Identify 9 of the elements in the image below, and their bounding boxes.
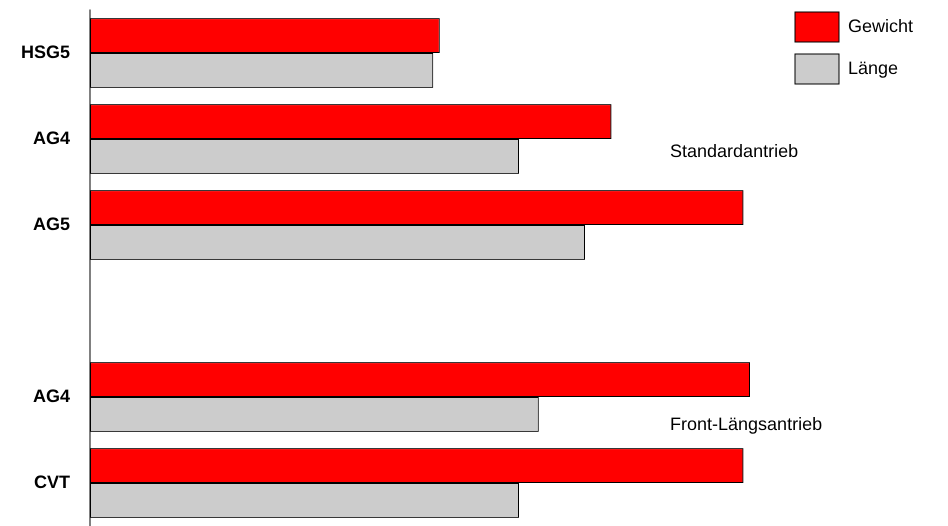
legend-label: Gewicht bbox=[848, 16, 914, 36]
y-tick-label: AG5 bbox=[32, 214, 70, 234]
annotation: Front-Längsantrieb bbox=[670, 414, 822, 434]
y-tick-label: AG4 bbox=[32, 386, 70, 406]
annotation: Standardantrieb bbox=[670, 140, 798, 161]
legend-label: Länge bbox=[848, 58, 898, 78]
y-tick-label: CVT bbox=[34, 472, 70, 492]
y-tick-label: HSG5 bbox=[20, 42, 70, 62]
y-tick-label: AG4 bbox=[32, 128, 70, 148]
